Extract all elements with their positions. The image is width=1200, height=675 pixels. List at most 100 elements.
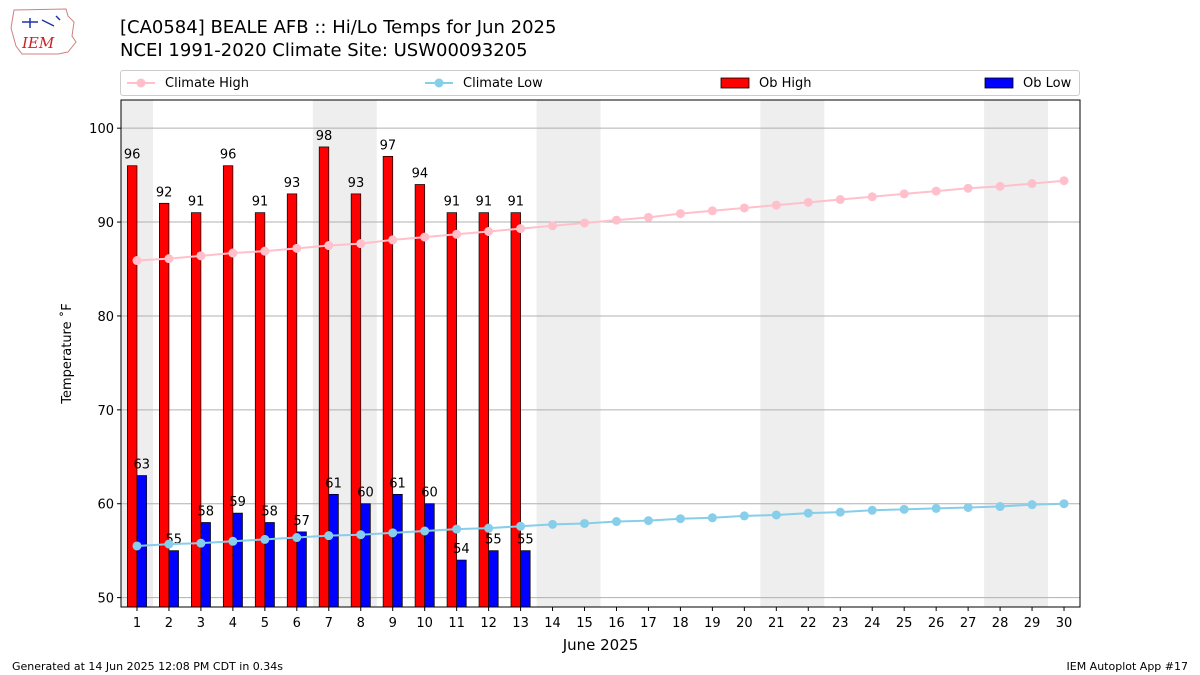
x-tick-label: 16	[608, 616, 625, 631]
x-tick-label: 29	[1024, 616, 1041, 631]
point-climate-high	[1027, 179, 1037, 189]
point-climate-high	[580, 218, 590, 228]
legend-item-climate-low: Climate Low	[423, 74, 543, 92]
bar-ob-high	[510, 212, 521, 608]
x-tick-label: 5	[261, 616, 269, 631]
bar-ob-low	[488, 550, 499, 608]
point-climate-low	[611, 517, 621, 527]
point-climate-low	[803, 508, 813, 518]
point-climate-low	[196, 538, 206, 548]
point-climate-high	[484, 226, 494, 236]
point-climate-low	[995, 502, 1005, 512]
x-tick-label: 11	[448, 616, 465, 631]
x-tick-label: 24	[864, 616, 881, 631]
point-climate-low	[739, 511, 749, 521]
x-tick-label: 7	[325, 616, 333, 631]
line-climate-high	[136, 179, 1065, 262]
x-tick-label: 20	[736, 616, 753, 631]
data-label-ob-low: 58	[197, 505, 214, 520]
data-label-ob-low: 61	[325, 476, 342, 491]
point-climate-low	[420, 526, 430, 536]
point-climate-low	[356, 530, 366, 540]
x-tick-label: 26	[928, 616, 945, 631]
x-tick-label: 19	[704, 616, 721, 631]
point-climate-low	[963, 502, 973, 512]
data-label-ob-low: 55	[485, 533, 502, 548]
x-tick-label: 9	[389, 616, 397, 631]
legend-label: Ob High	[759, 75, 812, 91]
data-label-ob-high: 96	[220, 148, 237, 163]
line-climate-low	[136, 502, 1065, 547]
bar-ob-low	[456, 559, 467, 608]
legend-label: Climate High	[165, 75, 250, 91]
point-climate-high	[420, 232, 430, 242]
point-climate-low	[580, 518, 590, 528]
data-label-ob-high: 91	[508, 195, 525, 210]
data-label-ob-high: 93	[348, 176, 365, 191]
point-climate-high	[611, 215, 621, 225]
point-climate-high	[643, 212, 653, 222]
x-tick-label: 25	[896, 616, 913, 631]
y-tick-label: 90	[97, 216, 114, 231]
point-climate-low	[452, 524, 462, 534]
data-label-ob-high: 98	[316, 129, 333, 144]
point-climate-high	[675, 209, 685, 219]
data-label-ob-low: 58	[261, 505, 278, 520]
iem-logo: IEM	[10, 8, 77, 55]
bar-ob-low	[328, 493, 339, 608]
point-climate-high	[739, 203, 749, 213]
point-climate-low	[643, 516, 653, 526]
point-climate-low	[164, 539, 174, 549]
point-climate-high	[324, 241, 334, 251]
x-tick-label: 4	[229, 616, 237, 631]
bar-ob-high	[286, 193, 298, 608]
bar-ob-low	[232, 512, 243, 608]
bar-ob-high	[382, 155, 394, 608]
bar-ob-low	[360, 503, 371, 608]
data-label-ob-high: 96	[124, 148, 141, 163]
bar-ob-high	[127, 165, 138, 608]
data-label-ob-high: 91	[476, 195, 493, 210]
point-climate-low	[292, 533, 302, 543]
x-tick-label: 13	[512, 616, 529, 631]
point-climate-high	[1059, 176, 1069, 186]
point-climate-high	[164, 254, 174, 264]
point-climate-low	[867, 505, 877, 515]
data-label-ob-high: 94	[412, 167, 429, 182]
point-climate-low	[899, 504, 909, 514]
y-tick-label: 100	[89, 122, 114, 137]
point-climate-high	[196, 251, 206, 261]
y-tick-label: 50	[97, 592, 114, 607]
data-label-ob-low: 59	[229, 495, 246, 510]
weekend-shade	[984, 100, 1049, 607]
data-label-ob-low: 63	[134, 458, 151, 473]
bar-ob-high	[414, 184, 426, 608]
x-tick-label: 8	[357, 616, 365, 631]
bar-ob-low	[296, 531, 307, 608]
data-label-ob-low: 60	[357, 486, 374, 501]
point-climate-high	[835, 195, 845, 205]
x-tick-label: 30	[1056, 616, 1073, 631]
weekend-shade	[760, 100, 825, 607]
chart-subtitle: NCEI 1991-2020 Climate Site: USW00093205	[120, 40, 528, 61]
x-tick-label: 2	[165, 616, 173, 631]
data-label-ob-low: 60	[421, 486, 438, 501]
x-tick-label: 17	[640, 616, 657, 631]
bar-ob-high	[350, 193, 362, 608]
point-climate-high	[516, 224, 526, 234]
bar-ob-low	[200, 522, 211, 608]
x-tick-label: 6	[293, 616, 301, 631]
point-climate-high	[388, 235, 398, 245]
x-tick-label: 28	[992, 616, 1009, 631]
x-tick-label: 10	[416, 616, 433, 631]
point-climate-high	[899, 189, 909, 199]
point-climate-low	[707, 513, 717, 523]
point-climate-high	[995, 181, 1005, 191]
footer-app-text: IEM Autoplot App #17	[1066, 660, 1189, 673]
point-climate-low	[675, 514, 685, 524]
legend-label: Ob Low	[1023, 75, 1072, 91]
point-climate-high	[228, 248, 238, 258]
point-climate-high	[867, 192, 877, 202]
weekend-shade	[536, 100, 601, 607]
bar-ob-low	[136, 475, 147, 608]
